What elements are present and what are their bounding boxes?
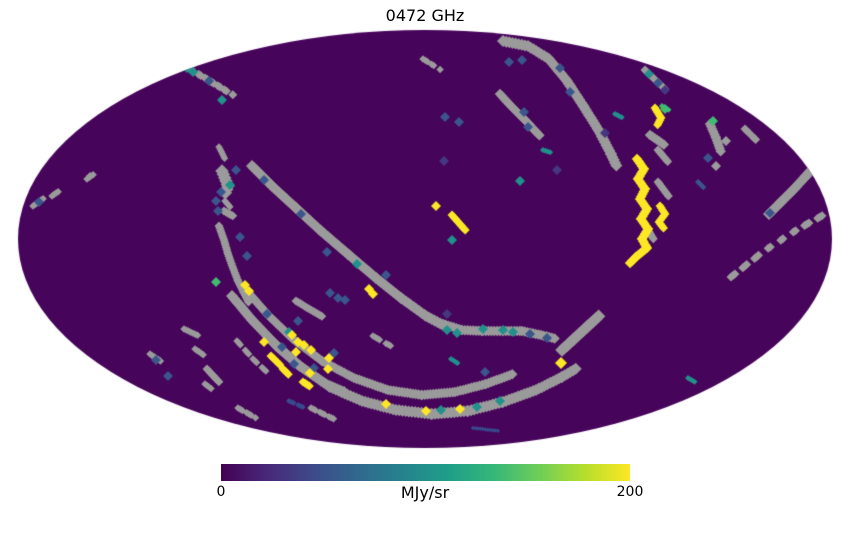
colorbar-label: MJy/sr <box>400 483 450 502</box>
sky-map-canvas <box>0 0 850 460</box>
colorbar-tick-min: 0 <box>216 484 226 500</box>
colorbar-gradient <box>221 464 630 481</box>
colorbar-tick-max: 200 <box>616 484 644 500</box>
